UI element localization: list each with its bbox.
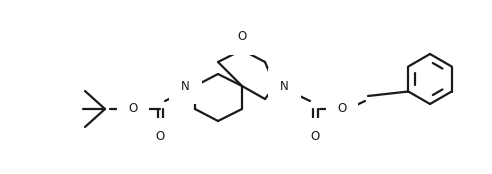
Text: O: O — [310, 129, 320, 143]
Text: O: O — [338, 102, 347, 116]
Text: N: N — [280, 80, 289, 93]
Text: O: O — [128, 102, 138, 116]
Text: O: O — [237, 30, 246, 43]
Text: O: O — [155, 129, 165, 143]
Text: N: N — [181, 80, 190, 93]
